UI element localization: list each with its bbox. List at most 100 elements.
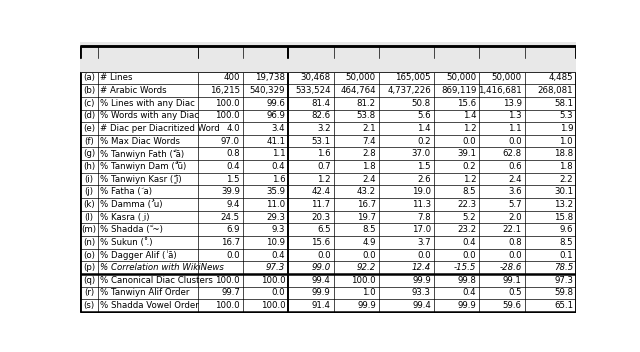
Text: 19.0: 19.0 — [412, 187, 431, 196]
Text: 17.0: 17.0 — [412, 225, 431, 234]
Text: 1,416,681: 1,416,681 — [478, 86, 522, 95]
Text: % Damma (ُ u): % Damma (ُ u) — [100, 200, 163, 209]
Text: (b): (b) — [83, 86, 95, 95]
Text: 0.6: 0.6 — [508, 162, 522, 171]
Text: 16,215: 16,215 — [210, 86, 240, 95]
Text: 0.0: 0.0 — [362, 251, 376, 259]
Text: 59.8: 59.8 — [554, 288, 573, 297]
Text: % Max Diac Words: % Max Diac Words — [100, 137, 180, 146]
Text: 0.0: 0.0 — [271, 288, 285, 297]
Text: 59.6: 59.6 — [502, 301, 522, 310]
Text: 99.8: 99.8 — [458, 276, 476, 285]
Text: 533,524: 533,524 — [295, 86, 330, 95]
Text: 3.7: 3.7 — [417, 238, 431, 247]
Text: Novels: Novels — [388, 61, 424, 70]
Text: 24.5: 24.5 — [221, 213, 240, 221]
Text: 3.6: 3.6 — [508, 187, 522, 196]
Text: 19,738: 19,738 — [255, 74, 285, 82]
Text: (c): (c) — [83, 99, 95, 108]
Text: 0.4: 0.4 — [463, 238, 476, 247]
Text: % Lines with any Diac: % Lines with any Diac — [100, 99, 195, 108]
Text: 82.6: 82.6 — [312, 111, 330, 120]
Text: % Fatha (َ a): % Fatha (َ a) — [100, 187, 152, 196]
Text: 100.0: 100.0 — [215, 111, 240, 120]
Text: 13.2: 13.2 — [554, 200, 573, 209]
Text: (n): (n) — [83, 238, 95, 247]
Text: 1.9: 1.9 — [559, 124, 573, 133]
Text: 8.5: 8.5 — [559, 238, 573, 247]
Text: 2.0: 2.0 — [508, 213, 522, 221]
Text: 19.7: 19.7 — [357, 213, 376, 221]
Text: (e): (e) — [83, 124, 95, 133]
Text: 0.0: 0.0 — [508, 137, 522, 146]
Text: 5.6: 5.6 — [417, 111, 431, 120]
Text: 1.2: 1.2 — [463, 124, 476, 133]
Text: 8.5: 8.5 — [463, 187, 476, 196]
Text: 81.2: 81.2 — [356, 99, 376, 108]
Text: 58.1: 58.1 — [554, 99, 573, 108]
Text: 7.4: 7.4 — [362, 137, 376, 146]
Text: ChatGPT: ChatGPT — [527, 61, 573, 70]
Text: % Shadda Vowel Order: % Shadda Vowel Order — [100, 301, 199, 310]
Text: 9.3: 9.3 — [272, 225, 285, 234]
Text: 1.4: 1.4 — [417, 124, 431, 133]
Text: (s): (s) — [84, 301, 95, 310]
Text: 50,000: 50,000 — [492, 74, 522, 82]
Text: % Canonical Diac Clusters: % Canonical Diac Clusters — [100, 276, 213, 285]
Text: ATB: ATB — [255, 61, 276, 70]
Bar — [81, 59, 576, 71]
Text: 7.8: 7.8 — [417, 213, 431, 221]
Text: 16.7: 16.7 — [221, 238, 240, 247]
Text: 65.1: 65.1 — [554, 301, 573, 310]
Text: 50.8: 50.8 — [412, 99, 431, 108]
Text: 50,000: 50,000 — [346, 74, 376, 82]
Text: 9.4: 9.4 — [227, 200, 240, 209]
Text: (a): (a) — [83, 74, 95, 82]
Text: 4,485: 4,485 — [548, 74, 573, 82]
Text: Full Diacritization: Full Diacritization — [193, 48, 292, 58]
Text: 10.9: 10.9 — [266, 238, 285, 247]
Text: Poetry: Poetry — [339, 61, 374, 70]
Text: 1.0: 1.0 — [362, 288, 376, 297]
Text: 1.2: 1.2 — [317, 175, 330, 184]
Text: 0.7: 0.7 — [317, 162, 330, 171]
Text: 1.5: 1.5 — [227, 175, 240, 184]
Text: 42.4: 42.4 — [312, 187, 330, 196]
Text: % Correlation with WikiNews: % Correlation with WikiNews — [100, 263, 224, 272]
Text: 99.7: 99.7 — [221, 288, 240, 297]
Text: (i): (i) — [84, 175, 93, 184]
Text: 39.1: 39.1 — [457, 149, 476, 158]
Text: -15.5: -15.5 — [454, 263, 476, 272]
Text: 8.5: 8.5 — [362, 225, 376, 234]
Text: 5.2: 5.2 — [463, 213, 476, 221]
Text: 100.0: 100.0 — [260, 301, 285, 310]
Text: 99.4: 99.4 — [412, 301, 431, 310]
Text: WikiNews: WikiNews — [194, 61, 246, 70]
Text: 0.8: 0.8 — [508, 238, 522, 247]
Text: 30.1: 30.1 — [554, 187, 573, 196]
Text: 9.6: 9.6 — [559, 225, 573, 234]
Bar — [198, 46, 288, 59]
Text: 78.5: 78.5 — [554, 263, 573, 272]
Text: 2.6: 2.6 — [417, 175, 431, 184]
Text: % Sukun (ْ .): % Sukun (ْ .) — [100, 238, 153, 247]
Text: 97.3: 97.3 — [266, 263, 285, 272]
Text: 99.9: 99.9 — [357, 301, 376, 310]
Text: 0.4: 0.4 — [227, 162, 240, 171]
Text: 2.1: 2.1 — [362, 124, 376, 133]
Text: Children: Children — [289, 61, 333, 70]
Text: 2.4: 2.4 — [362, 175, 376, 184]
Text: 1.2: 1.2 — [463, 175, 476, 184]
Text: (j): (j) — [84, 187, 93, 196]
Text: 5.3: 5.3 — [559, 111, 573, 120]
Text: (l): (l) — [84, 213, 93, 221]
Text: 99.1: 99.1 — [502, 276, 522, 285]
Text: 22.1: 22.1 — [502, 225, 522, 234]
Text: (k): (k) — [83, 200, 95, 209]
Text: 1.8: 1.8 — [362, 162, 376, 171]
Text: Novels: Novels — [388, 61, 424, 70]
Text: 29.3: 29.3 — [266, 213, 285, 221]
Text: 1.1: 1.1 — [508, 124, 522, 133]
Text: 2.8: 2.8 — [362, 149, 376, 158]
Text: (f): (f) — [84, 137, 94, 146]
